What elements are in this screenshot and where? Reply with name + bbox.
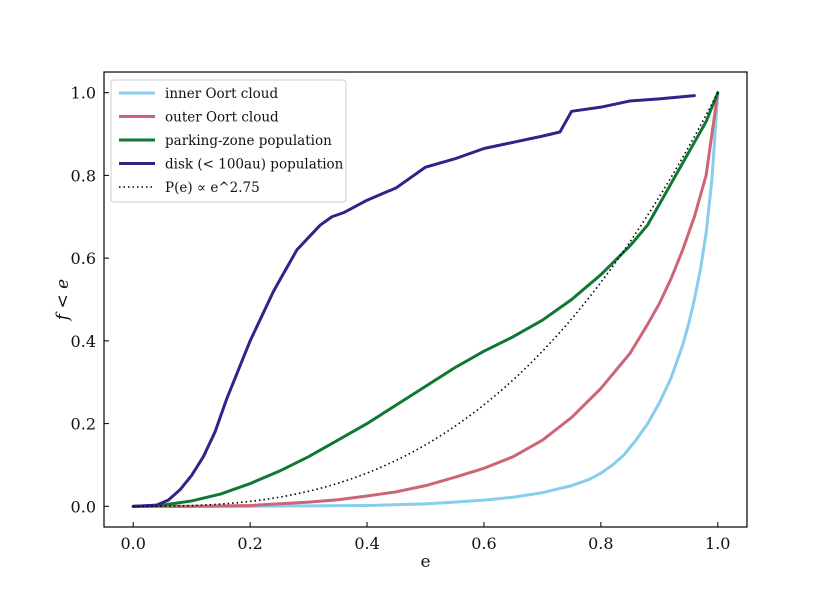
y-tick-label-5: 1.0 (71, 84, 96, 103)
legend-label-1: outer Oort cloud (165, 110, 279, 126)
series-line-3 (131, 94, 696, 508)
y-tick-label-4: 0.8 (71, 166, 96, 185)
y-tick-label-1: 0.2 (71, 415, 96, 434)
plot-frame (103, 71, 748, 528)
legend-label-3: disk (< 100au) population (165, 157, 344, 173)
x-tick-label-5: 1.0 (705, 534, 730, 553)
ticks: 0.0 0.2 0.4 0.6 0.8 1.0 0.0 0.2 0.4 0.6 0.8 1.0 (71, 84, 731, 553)
legend-box (110, 79, 347, 203)
y-tick-label-2: 0.4 (71, 332, 96, 351)
x-tick-label-2: 0.4 (354, 534, 379, 553)
x-tick-label-1: 0.2 (237, 534, 262, 553)
x-tick-label-3: 0.6 (471, 534, 496, 553)
series-line-2 (131, 91, 720, 508)
x-tick-label-0: 0.0 (121, 534, 146, 553)
series-group (131, 91, 720, 508)
y-tick-label-0: 0.0 (71, 497, 96, 516)
series-line-4 (133, 92, 719, 508)
legend-label-2: parking-zone population (165, 133, 332, 149)
legend: inner Oort cloud outer Oort cloud parking-… (110, 79, 347, 203)
x-axis-label: e (420, 552, 430, 572)
series-line-1 (131, 91, 720, 508)
series-line-0 (131, 91, 720, 508)
y-tick-label-3: 0.6 (71, 249, 96, 268)
legend-label-4: P(e) ∝ e^2.75 (165, 180, 260, 196)
y-axis-label: f < e (53, 279, 73, 322)
legend-label-0: inner Oort cloud (165, 86, 279, 102)
x-tick-label-4: 0.8 (588, 534, 613, 553)
